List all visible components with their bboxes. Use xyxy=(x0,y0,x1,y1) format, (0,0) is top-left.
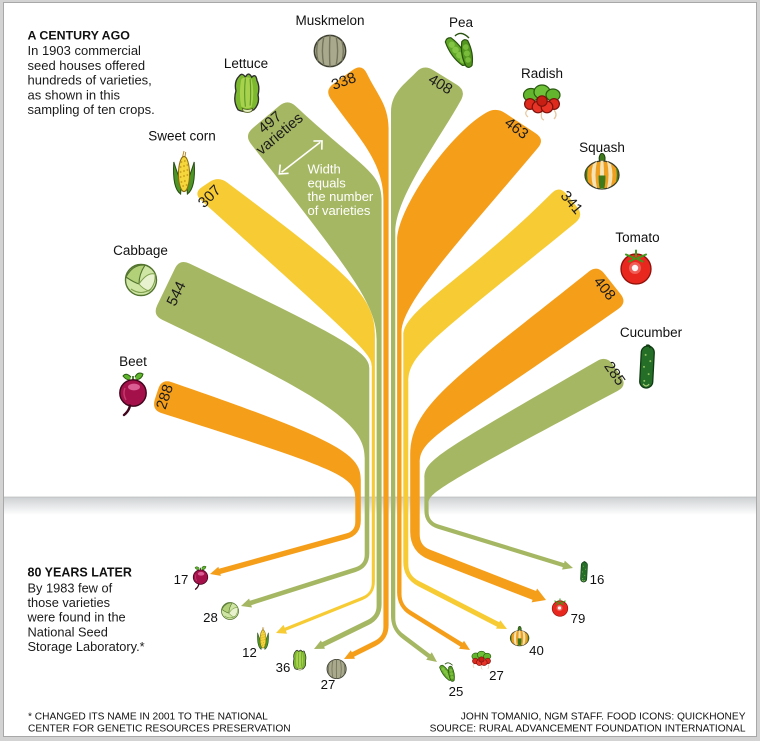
svg-text:Squash: Squash xyxy=(579,140,625,155)
svg-text:hundreds of varieties,: hundreds of varieties, xyxy=(28,73,152,88)
svg-text:79: 79 xyxy=(571,611,586,626)
svg-text:equals: equals xyxy=(308,175,347,190)
svg-text:Tomato: Tomato xyxy=(615,230,659,245)
svg-text:27: 27 xyxy=(489,668,504,683)
svg-text:Radish: Radish xyxy=(521,66,563,81)
svg-text:Storage Laboratory.*: Storage Laboratory.* xyxy=(28,639,145,654)
svg-text:Pea: Pea xyxy=(449,15,474,30)
svg-text:CENTER FOR GENETIC RESOURCES P: CENTER FOR GENETIC RESOURCES PRESERVATIO… xyxy=(28,724,291,735)
svg-text:36: 36 xyxy=(276,660,291,675)
svg-text:Lettuce: Lettuce xyxy=(224,56,268,71)
svg-text:seed houses offered: seed houses offered xyxy=(28,58,146,73)
svg-text:Width: Width xyxy=(308,162,341,177)
svg-text:Beet: Beet xyxy=(119,354,147,369)
svg-text:as shown in this: as shown in this xyxy=(28,87,121,102)
svg-text:the number: the number xyxy=(308,189,374,204)
svg-text:16: 16 xyxy=(590,572,605,587)
svg-text:17: 17 xyxy=(174,572,189,587)
svg-text:Muskmelon: Muskmelon xyxy=(295,13,364,28)
svg-text:National Seed: National Seed xyxy=(28,624,108,639)
svg-text:of varieties: of varieties xyxy=(308,203,371,218)
svg-text:27: 27 xyxy=(321,677,336,692)
svg-text:were found in the: were found in the xyxy=(27,610,126,625)
svg-text:A CENTURY AGO: A CENTURY AGO xyxy=(28,29,131,43)
svg-text:25: 25 xyxy=(449,684,464,699)
svg-text:28: 28 xyxy=(203,610,218,625)
svg-text:40: 40 xyxy=(529,643,544,658)
svg-text:Cucumber: Cucumber xyxy=(620,325,683,340)
svg-text:JOHN TOMANIO, NGM STAFF. FOOD: JOHN TOMANIO, NGM STAFF. FOOD ICONS: QUI… xyxy=(461,712,746,723)
svg-text:sampling of ten crops.: sampling of ten crops. xyxy=(28,102,155,117)
svg-text:Cabbage: Cabbage xyxy=(113,243,168,258)
svg-text:80 YEARS LATER: 80 YEARS LATER xyxy=(28,566,132,580)
svg-text:In 1903 commercial: In 1903 commercial xyxy=(28,43,142,58)
svg-text:SOURCE: RURAL ADVANCEMENT FOUN: SOURCE: RURAL ADVANCEMENT FOUNDATION INT… xyxy=(430,724,746,735)
svg-text:12: 12 xyxy=(242,645,257,660)
svg-text:By 1983 few of: By 1983 few of xyxy=(28,581,113,596)
svg-text:those varieties: those varieties xyxy=(28,595,111,610)
svg-text:Sweet corn: Sweet corn xyxy=(148,129,216,144)
svg-text:288: 288 xyxy=(153,382,177,411)
svg-text:* CHANGED ITS NAME IN 2001 TO: * CHANGED ITS NAME IN 2001 TO THE NATION… xyxy=(28,712,268,723)
